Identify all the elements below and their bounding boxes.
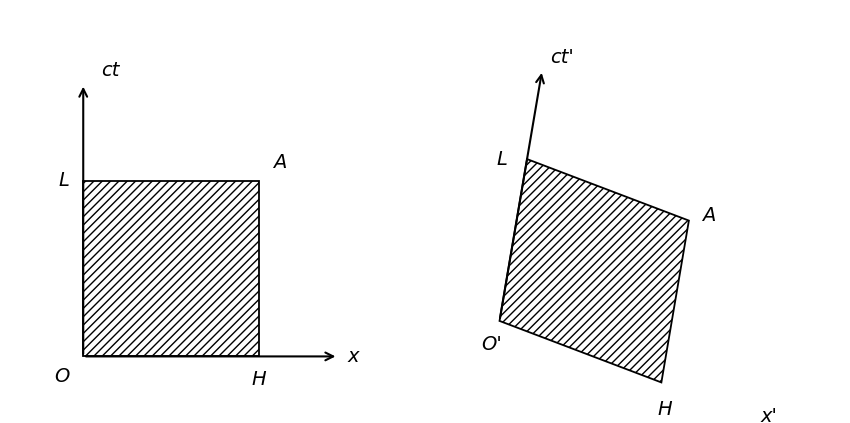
Text: O: O <box>54 367 69 386</box>
Text: x: x <box>347 347 359 366</box>
Polygon shape <box>500 159 688 382</box>
Text: L: L <box>59 171 69 190</box>
Text: ct: ct <box>101 61 119 80</box>
Text: A: A <box>702 206 715 225</box>
Text: x': x' <box>760 407 777 423</box>
Text: L: L <box>496 150 507 169</box>
Text: O': O' <box>481 335 502 354</box>
Text: A: A <box>273 153 286 172</box>
Polygon shape <box>83 181 259 357</box>
Text: H: H <box>252 371 266 390</box>
Text: ct': ct' <box>550 48 574 67</box>
Text: H: H <box>657 400 672 419</box>
